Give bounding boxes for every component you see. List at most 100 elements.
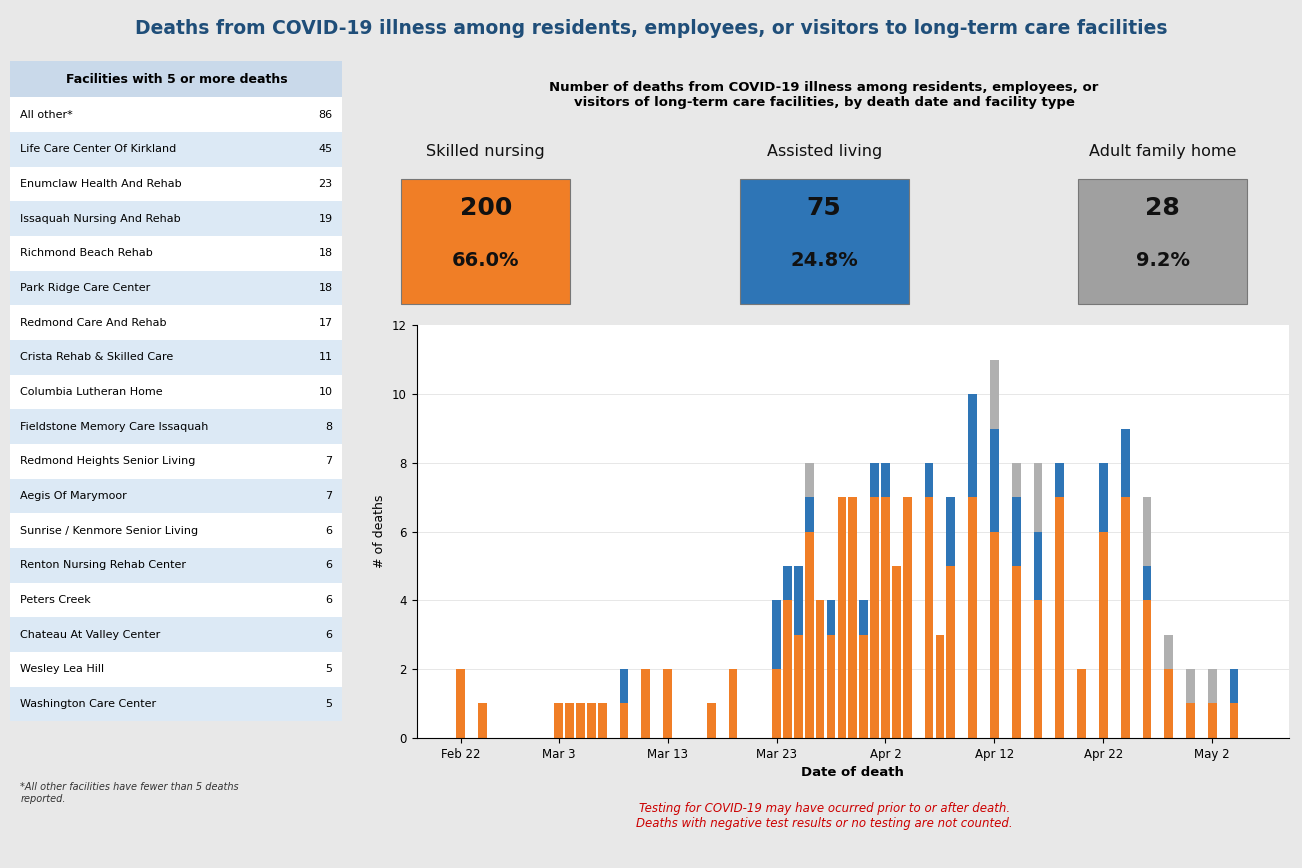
Bar <box>1164 635 1173 669</box>
FancyBboxPatch shape <box>10 132 342 167</box>
FancyBboxPatch shape <box>10 617 342 652</box>
Bar <box>1143 566 1151 601</box>
Bar <box>783 566 792 601</box>
Text: Richmond Beach Rehab: Richmond Beach Rehab <box>21 248 154 259</box>
Bar <box>478 703 487 738</box>
Bar <box>1164 669 1173 738</box>
Bar <box>565 703 574 738</box>
FancyBboxPatch shape <box>10 375 342 410</box>
FancyBboxPatch shape <box>740 179 909 304</box>
Text: 45: 45 <box>319 144 332 155</box>
Bar <box>849 497 857 738</box>
Bar <box>642 669 650 738</box>
Text: 75: 75 <box>807 196 841 220</box>
Bar <box>575 703 585 738</box>
Bar <box>990 531 999 738</box>
Bar <box>990 429 999 531</box>
FancyBboxPatch shape <box>10 582 342 617</box>
Text: 7: 7 <box>326 491 332 501</box>
X-axis label: Date of death: Date of death <box>801 766 905 779</box>
FancyBboxPatch shape <box>10 271 342 306</box>
Text: Issaquah Nursing And Rehab: Issaquah Nursing And Rehab <box>21 214 181 224</box>
Text: Washington Care Center: Washington Care Center <box>21 699 156 709</box>
FancyBboxPatch shape <box>10 201 342 236</box>
Text: Aegis Of Marymoor: Aegis Of Marymoor <box>21 491 128 501</box>
Bar <box>1034 531 1043 601</box>
Bar <box>805 531 814 738</box>
Bar <box>881 497 889 738</box>
Bar <box>870 463 879 497</box>
Text: Facilities with 5 or more deaths: Facilities with 5 or more deaths <box>65 73 288 86</box>
Bar <box>587 703 596 738</box>
Bar <box>1099 463 1108 531</box>
Bar <box>881 463 889 497</box>
Bar <box>1077 669 1086 738</box>
FancyBboxPatch shape <box>1078 179 1247 304</box>
Text: Columbia Lutheran Home: Columbia Lutheran Home <box>21 387 163 397</box>
Text: Assisted living: Assisted living <box>767 144 881 159</box>
Bar <box>620 703 629 738</box>
Text: Deaths from COVID-19 illness among residents, employees, or visitors to long-ter: Deaths from COVID-19 illness among resid… <box>134 19 1168 37</box>
Text: 5: 5 <box>326 699 332 709</box>
Bar <box>598 703 607 738</box>
Text: 11: 11 <box>319 352 332 363</box>
Bar <box>1229 703 1238 738</box>
Text: Number of deaths from COVID-19 illness among residents, employees, or
visitors o: Number of deaths from COVID-19 illness a… <box>549 82 1099 109</box>
FancyBboxPatch shape <box>10 97 342 132</box>
Text: Adult family home: Adult family home <box>1088 144 1237 159</box>
Text: 6: 6 <box>326 526 332 536</box>
Text: 6: 6 <box>326 630 332 640</box>
Text: 8: 8 <box>326 422 332 431</box>
Bar <box>1012 463 1021 497</box>
Text: Enumclaw Health And Rehab: Enumclaw Health And Rehab <box>21 179 182 189</box>
Text: 17: 17 <box>319 318 332 328</box>
Bar <box>772 669 781 738</box>
Bar <box>1208 669 1216 703</box>
Bar <box>816 601 824 738</box>
Y-axis label: # of deaths: # of deaths <box>374 495 387 569</box>
Bar <box>805 463 814 497</box>
Bar <box>805 497 814 531</box>
FancyBboxPatch shape <box>401 179 570 304</box>
Text: Sunrise / Kenmore Senior Living: Sunrise / Kenmore Senior Living <box>21 526 198 536</box>
Text: 19: 19 <box>319 214 332 224</box>
FancyBboxPatch shape <box>10 167 342 201</box>
Bar <box>990 360 999 429</box>
Text: 9.2%: 9.2% <box>1135 251 1190 270</box>
Bar <box>620 669 629 703</box>
FancyBboxPatch shape <box>10 340 342 375</box>
Bar <box>827 601 836 635</box>
Bar <box>794 566 803 635</box>
Text: 24.8%: 24.8% <box>790 251 858 270</box>
Bar <box>1099 531 1108 738</box>
Bar <box>1056 497 1064 738</box>
Bar <box>936 635 944 738</box>
Text: 28: 28 <box>1146 196 1180 220</box>
Text: 5: 5 <box>326 665 332 674</box>
Text: 23: 23 <box>319 179 332 189</box>
Bar <box>859 601 868 635</box>
Bar <box>1186 669 1195 703</box>
Bar <box>1121 429 1130 497</box>
Bar <box>827 635 836 738</box>
Text: Redmond Heights Senior Living: Redmond Heights Senior Living <box>21 457 195 466</box>
Bar <box>1143 601 1151 738</box>
Text: Wesley Lea Hill: Wesley Lea Hill <box>21 665 104 674</box>
FancyBboxPatch shape <box>10 410 342 444</box>
Bar <box>1121 497 1130 738</box>
Bar <box>1012 566 1021 738</box>
Bar <box>902 497 911 738</box>
Text: Redmond Care And Rehab: Redmond Care And Rehab <box>21 318 167 328</box>
Text: 66.0%: 66.0% <box>452 251 519 270</box>
Text: 86: 86 <box>319 109 332 120</box>
Text: Peters Creek: Peters Creek <box>21 595 91 605</box>
Bar <box>924 463 934 497</box>
Text: Skilled nursing: Skilled nursing <box>426 144 546 159</box>
Text: All other*: All other* <box>21 109 73 120</box>
Text: Chateau At Valley Center: Chateau At Valley Center <box>21 630 160 640</box>
Text: Renton Nursing Rehab Center: Renton Nursing Rehab Center <box>21 561 186 570</box>
FancyBboxPatch shape <box>10 652 342 687</box>
Text: Crista Rehab & Skilled Care: Crista Rehab & Skilled Care <box>21 352 173 363</box>
Bar <box>870 497 879 738</box>
FancyBboxPatch shape <box>10 687 342 721</box>
